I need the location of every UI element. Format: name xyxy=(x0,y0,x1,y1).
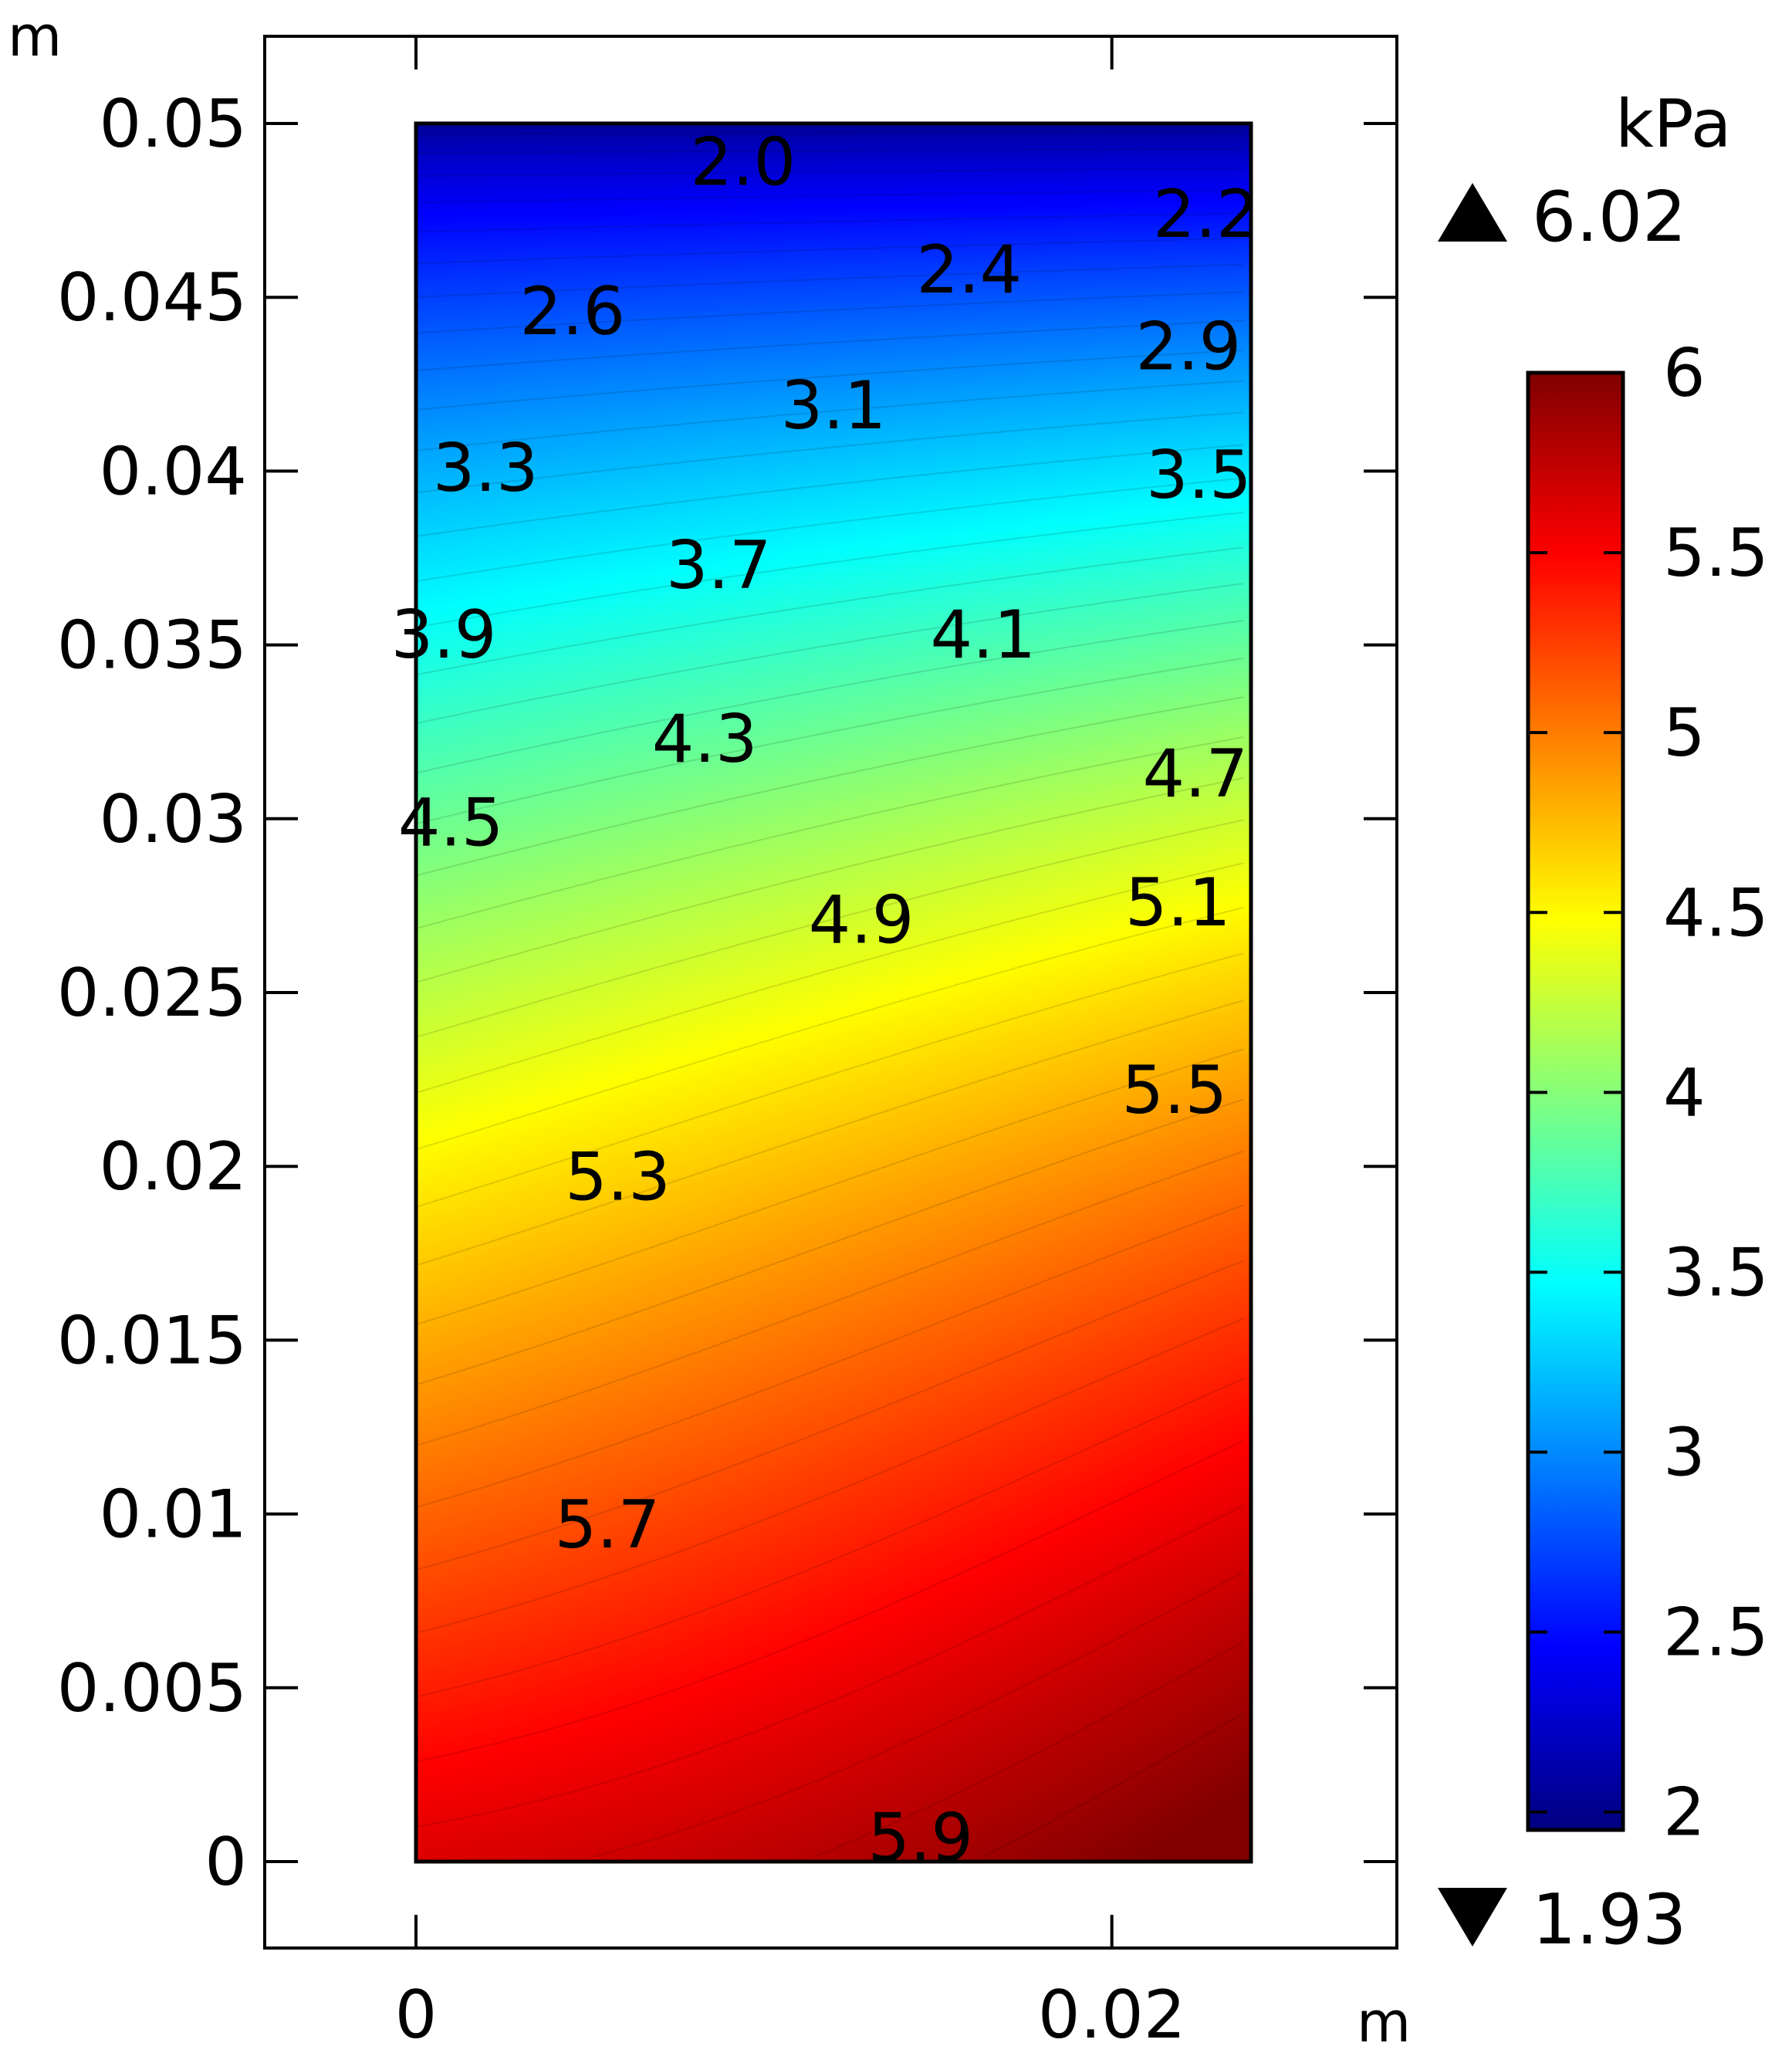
contour-label: 3.7 xyxy=(666,527,772,604)
contour-labels: 2.0 2.2 2.4 2.6 2.9 3.1 3.3 3.5 3.7 3.9 4.1 4.3 4.5 4… xyxy=(391,124,1259,1877)
contour-line xyxy=(417,619,1244,774)
y-tick-label: 0.02 xyxy=(100,1128,247,1206)
contour-label: 4.1 xyxy=(930,597,1036,674)
colorbar-tick-label: 3 xyxy=(1663,1415,1706,1492)
colorbar-unit: kPa xyxy=(1615,86,1732,163)
contour-label: 3.3 xyxy=(433,430,539,507)
y-tick-label: 0.015 xyxy=(57,1302,247,1379)
contour-line xyxy=(417,167,1244,177)
contour-label: 5.7 xyxy=(555,1486,661,1564)
x-tick-label: 0 xyxy=(395,1977,438,2049)
contour-label: 2.4 xyxy=(916,232,1022,309)
contour-label: 3.1 xyxy=(781,367,887,445)
contour-line xyxy=(417,1260,1244,1571)
contour-line xyxy=(417,1378,1244,1698)
contour-line xyxy=(417,952,1244,1208)
contour-label: 2.6 xyxy=(519,273,625,350)
colorbar-tick-label: 4.5 xyxy=(1663,874,1769,952)
contour-label: 2.0 xyxy=(690,124,796,201)
colorbar xyxy=(1526,370,1625,1832)
colorbar-tick-label: 4 xyxy=(1663,1054,1706,1131)
y-axis-unit: m xyxy=(8,4,62,69)
contour-label: 5.5 xyxy=(1121,1052,1227,1129)
y-tick-label: 0.04 xyxy=(100,433,247,510)
contour-line xyxy=(417,1098,1244,1385)
y-tick-labels: 0.05 0.045 0.04 0.035 0.03 0.025 0.02 0.015 0.01… xyxy=(57,86,247,1901)
max-arrow-icon xyxy=(1438,183,1507,242)
contour-label: 4.5 xyxy=(398,784,504,861)
contour-line xyxy=(417,291,1244,334)
contour-line xyxy=(417,380,1244,452)
contour-line xyxy=(417,696,1244,876)
contour-line xyxy=(982,1713,1244,1858)
contour-line xyxy=(417,736,1244,929)
domain-outline xyxy=(414,121,1253,1864)
axis-ticks xyxy=(265,36,1397,1948)
contour-line xyxy=(417,546,1244,675)
x-axis-unit: m xyxy=(1357,1990,1411,2049)
contour-line xyxy=(417,477,1244,582)
y-tick-label: 0.05 xyxy=(100,86,247,163)
contour-line xyxy=(417,906,1244,1150)
y-tick-label: 0.025 xyxy=(57,955,247,1032)
y-tick-label: 0.035 xyxy=(57,607,247,685)
contour-label: 5.1 xyxy=(1125,864,1231,942)
colorbar-ticks: 6 5.5 5 4.5 4 3.5 3 2.5 2 xyxy=(1528,335,1769,1852)
y-tick-label: 0.005 xyxy=(57,1650,247,1727)
contour-line xyxy=(418,131,1243,135)
colorbar-tick-label: 6 xyxy=(1663,335,1706,412)
colorbar-min-label: 1.93 xyxy=(1532,1879,1686,1960)
contour-label: 5.9 xyxy=(867,1799,973,1876)
y-tick-label: 0 xyxy=(205,1824,247,1901)
contour-line xyxy=(417,147,1243,154)
contour-line xyxy=(417,189,1244,204)
contour-line xyxy=(417,212,1244,233)
contour-line xyxy=(816,1641,1244,1857)
contour-line xyxy=(593,1571,1244,1858)
contour-line xyxy=(417,819,1244,1038)
colorbar-tick-label: 2.5 xyxy=(1663,1595,1769,1672)
contour-label: 4.7 xyxy=(1142,736,1248,813)
contour-line xyxy=(417,444,1244,537)
colorbar-max-label: 6.02 xyxy=(1532,177,1686,258)
contour-line xyxy=(417,411,1244,494)
contour-line xyxy=(417,1504,1244,1828)
contour-label: 5.3 xyxy=(565,1139,671,1216)
colorbar-tick-label: 5 xyxy=(1663,695,1706,772)
contour-line xyxy=(417,658,1244,824)
contour-lines xyxy=(417,131,1244,1858)
contour-label: 3.5 xyxy=(1146,437,1252,514)
contour-line xyxy=(417,862,1244,1094)
contour-line xyxy=(417,263,1244,299)
contour-label: 2.2 xyxy=(1153,176,1259,253)
contour-line xyxy=(417,1048,1244,1325)
contour-line xyxy=(417,1150,1244,1446)
contour-line xyxy=(417,999,1244,1266)
colorbar-tick-label: 3.5 xyxy=(1663,1234,1769,1311)
x-tick-labels: 0 0.02 xyxy=(395,1977,1186,2053)
contour-line xyxy=(417,1317,1244,1634)
contour-line xyxy=(417,349,1244,411)
contour-line xyxy=(417,320,1244,371)
colorbar-tick-label: 5.5 xyxy=(1663,515,1769,592)
contour-line xyxy=(417,237,1244,265)
y-tick-label: 0.01 xyxy=(100,1476,247,1554)
min-arrow-icon xyxy=(1438,1888,1507,1946)
contour-line xyxy=(417,511,1244,628)
contour-label: 4.3 xyxy=(652,701,758,778)
colorbar-tick-label: 2 xyxy=(1663,1774,1706,1852)
x-tick-label: 0.02 xyxy=(1038,1977,1185,2049)
y-tick-label: 0.045 xyxy=(57,259,247,337)
contour-line xyxy=(417,1440,1244,1763)
y-tick-label: 0.03 xyxy=(100,781,247,858)
contour-label: 3.9 xyxy=(391,597,497,674)
contour-label: 2.9 xyxy=(1135,308,1241,385)
contour-line xyxy=(417,583,1244,724)
contour-line xyxy=(417,777,1244,983)
contour-line xyxy=(417,1204,1244,1508)
contour-label: 4.9 xyxy=(809,881,915,959)
